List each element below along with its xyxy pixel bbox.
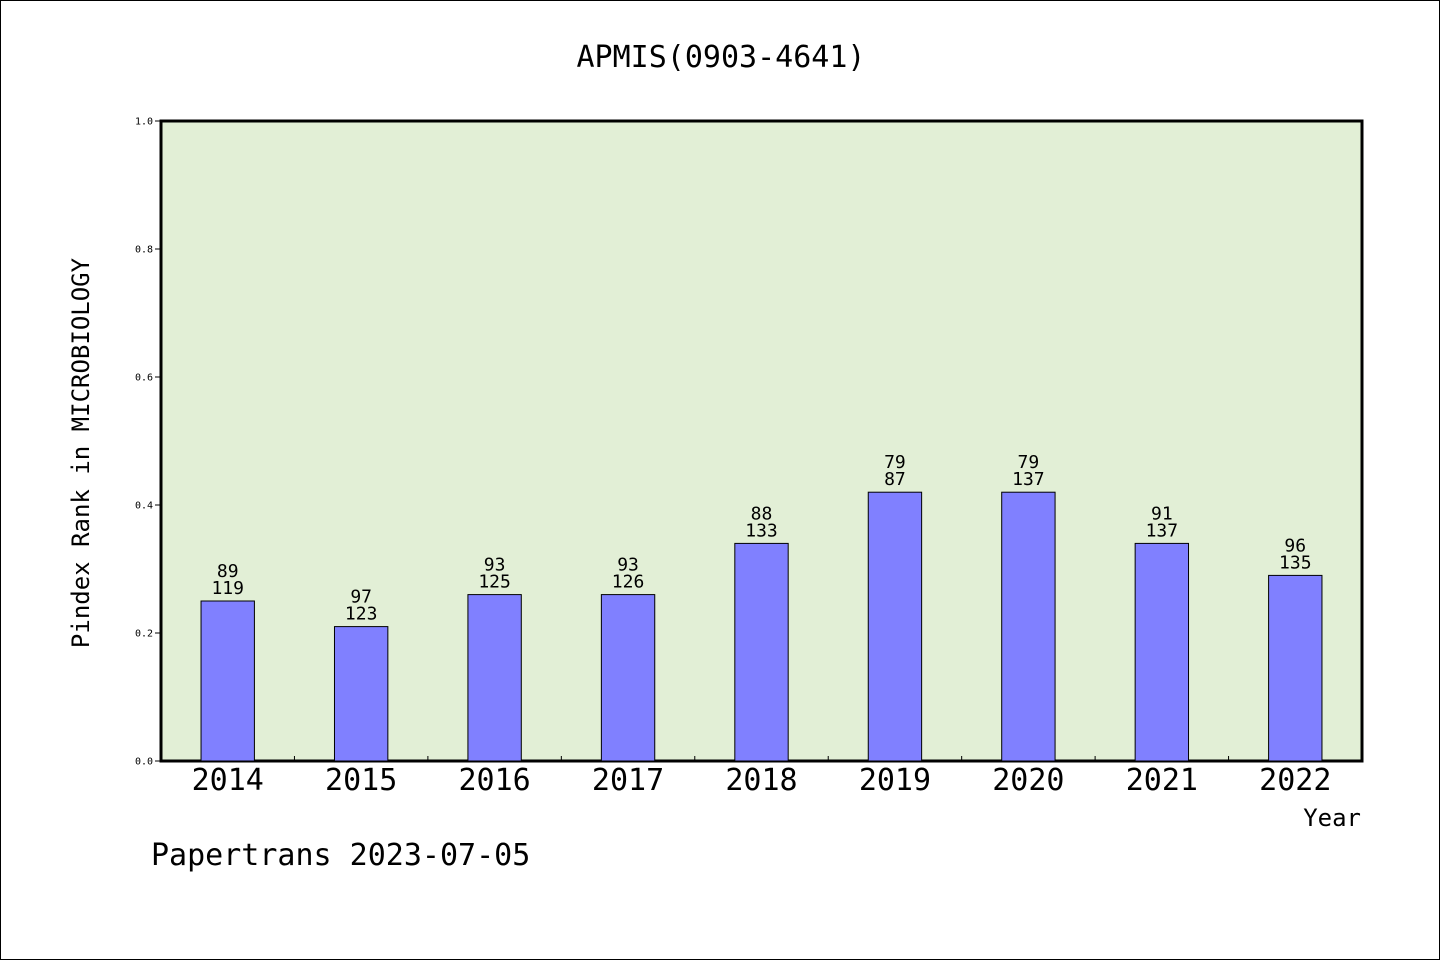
bar-rank-label: 97 [350, 587, 372, 608]
x-axis: 2014 2015 2016 2017 2018 2019 2020 2021 2022 [192, 756, 1331, 798]
bar-2020 [1001, 491, 1056, 762]
x-tick-label: 2020 [992, 763, 1064, 798]
bar-2014 [200, 600, 255, 762]
y-tick-label: 0.6 [135, 373, 153, 384]
x-tick-label: 2017 [592, 763, 664, 798]
x-tick-label: 2015 [325, 763, 397, 798]
bar-rank-label: 88 [751, 503, 773, 524]
bar-2016 [467, 594, 522, 762]
bar-2018 [734, 542, 789, 762]
y-tick-label: 0.2 [135, 629, 153, 640]
x-axis-label: Year [1303, 804, 1361, 832]
y-tick-label: 0.0 [135, 757, 153, 768]
y-axis-label: Pindex Rank in MICROBIOLOGY [67, 257, 95, 648]
bar-rank-label: 79 [1018, 452, 1040, 473]
bar-rank-label: 96 [1284, 535, 1306, 556]
bar-rank-label: 89 [217, 561, 239, 582]
bar-total-label: 137 [1012, 469, 1045, 490]
chart-title: APMIS(0903-4641) [577, 40, 866, 75]
x-tick-label: 2019 [859, 763, 931, 798]
y-tick-label: 0.4 [135, 501, 153, 512]
bar-total-label: 133 [745, 520, 778, 541]
bar-total-label: 119 [211, 578, 244, 599]
bar-total-label: 126 [612, 572, 645, 593]
bar-rank-label: 93 [484, 555, 506, 576]
bar-2022 [1268, 574, 1323, 762]
x-tick-label: 2018 [725, 763, 797, 798]
bar-total-label: 137 [1146, 520, 1179, 541]
footer-note: Papertrans 2023-07-05 [151, 838, 530, 873]
bar-rank-label: 79 [884, 452, 906, 473]
bar-total-label: 125 [478, 572, 511, 593]
bar-total-label: 135 [1279, 552, 1312, 573]
x-tick-label: 2016 [458, 763, 530, 798]
y-axis: 0.0 0.2 0.4 0.6 0.8 1.0 [135, 117, 161, 768]
x-tick-label: 2021 [1126, 763, 1198, 798]
bar-total-label: 87 [884, 469, 906, 490]
y-tick-label: 0.8 [135, 245, 153, 256]
bar-total-label: 123 [345, 604, 378, 625]
bar-2015 [333, 626, 389, 762]
bar-rank-label: 93 [617, 555, 639, 576]
bar-rank-label: 91 [1151, 503, 1173, 524]
bar-2017 [600, 594, 656, 762]
bar-2021 [1134, 542, 1190, 762]
x-tick-label: 2022 [1259, 763, 1331, 798]
bar-2019 [867, 491, 923, 762]
bars-layer [200, 491, 1323, 762]
x-tick-label: 2014 [192, 763, 264, 798]
y-tick-label: 1.0 [135, 117, 153, 128]
